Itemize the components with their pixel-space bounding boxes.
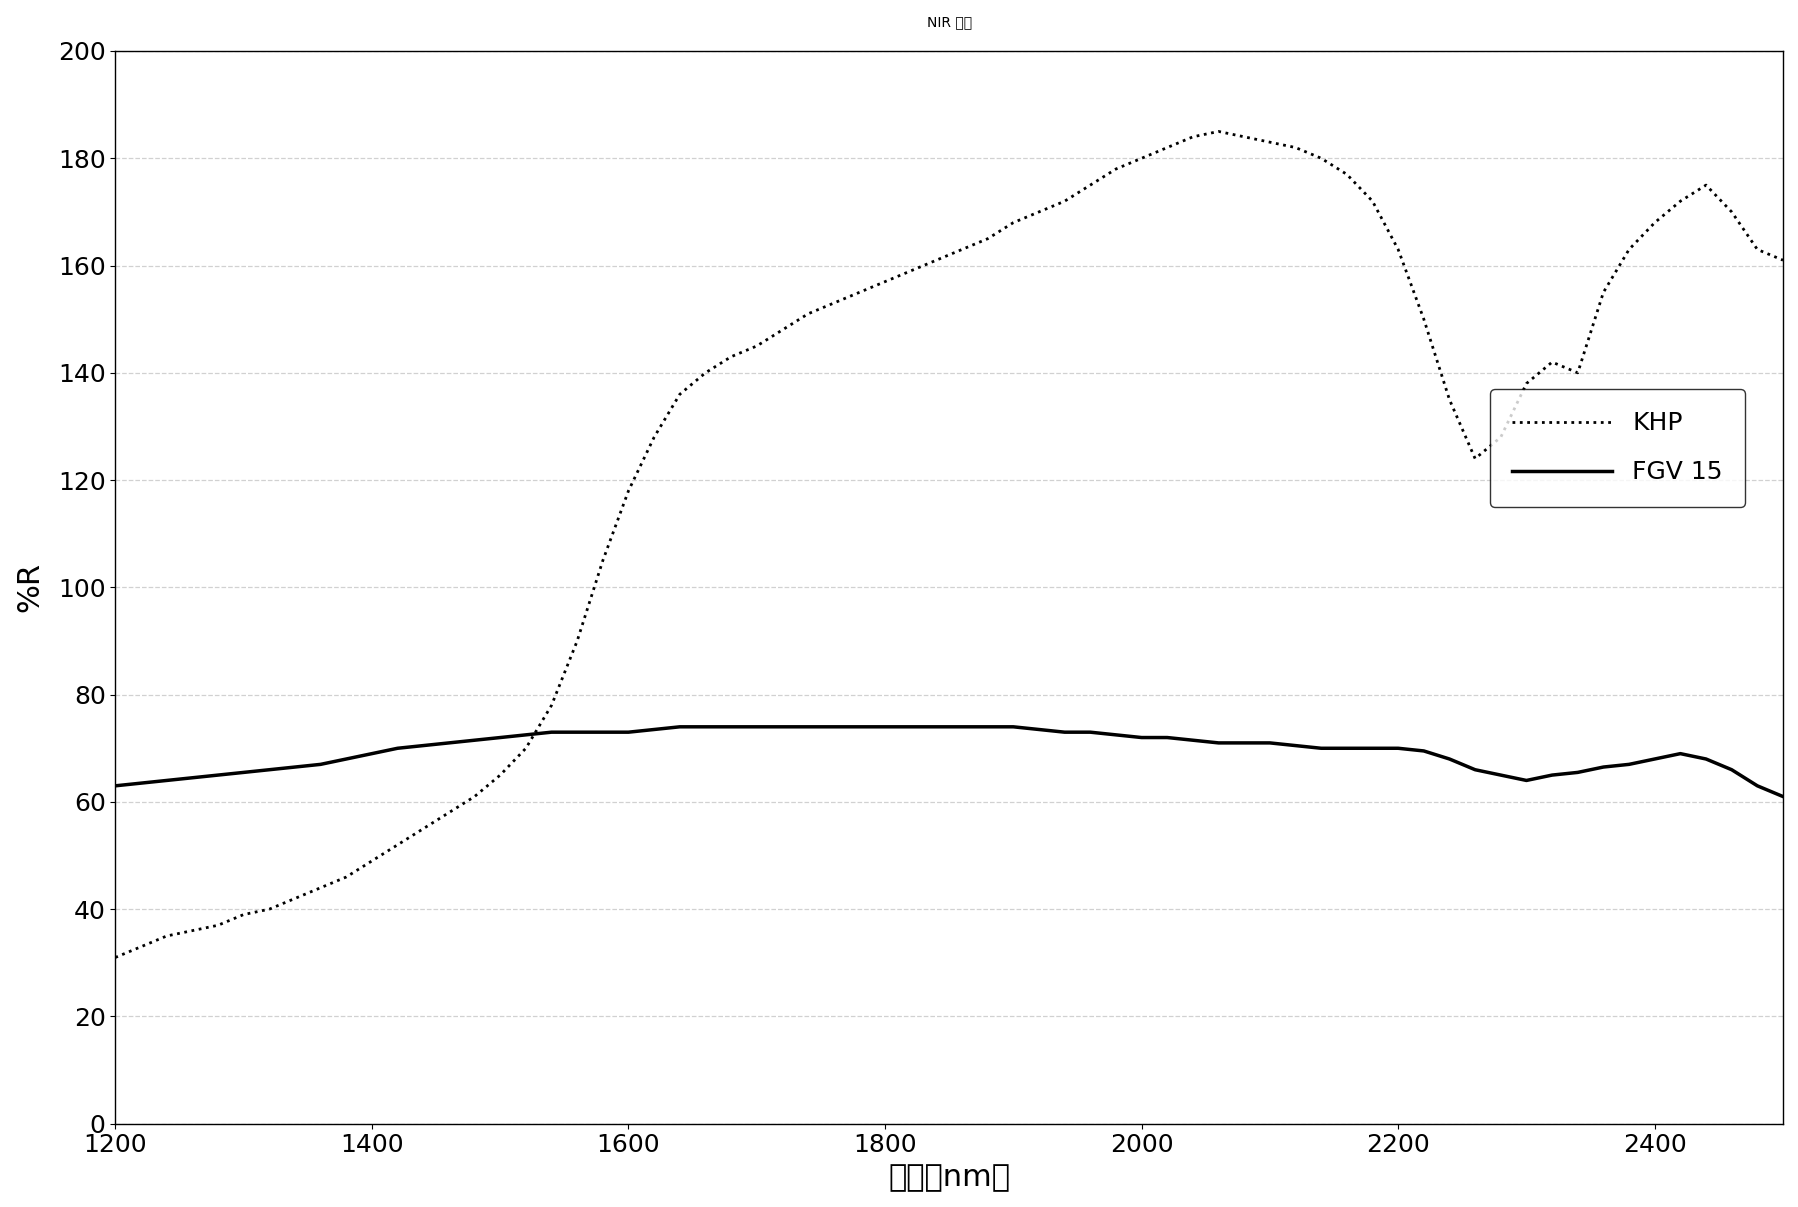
KHP bbox=[1438, 392, 1460, 407]
KHP bbox=[619, 484, 640, 498]
FGV 15 bbox=[104, 779, 126, 793]
FGV 15 bbox=[619, 725, 640, 740]
FGV 15 bbox=[234, 765, 255, 780]
Title: NIR 光谱: NIR 光谱 bbox=[926, 14, 971, 29]
KHP bbox=[234, 908, 255, 922]
KHP bbox=[1208, 124, 1230, 139]
KHP bbox=[1773, 253, 1794, 268]
FGV 15 bbox=[1773, 789, 1794, 804]
X-axis label: 波长（nm）: 波长（nm） bbox=[888, 1164, 1010, 1193]
KHP bbox=[823, 296, 845, 310]
FGV 15 bbox=[1438, 752, 1460, 766]
FGV 15 bbox=[514, 728, 536, 742]
Y-axis label: %R: %R bbox=[14, 562, 43, 612]
KHP bbox=[104, 950, 126, 964]
Legend: KHP, FGV 15: KHP, FGV 15 bbox=[1491, 389, 1746, 507]
FGV 15 bbox=[669, 719, 690, 734]
KHP bbox=[514, 741, 536, 756]
Line: KHP: KHP bbox=[115, 132, 1784, 957]
FGV 15 bbox=[849, 719, 870, 734]
Line: FGV 15: FGV 15 bbox=[115, 727, 1784, 797]
FGV 15 bbox=[1670, 746, 1692, 760]
KHP bbox=[1670, 194, 1692, 209]
